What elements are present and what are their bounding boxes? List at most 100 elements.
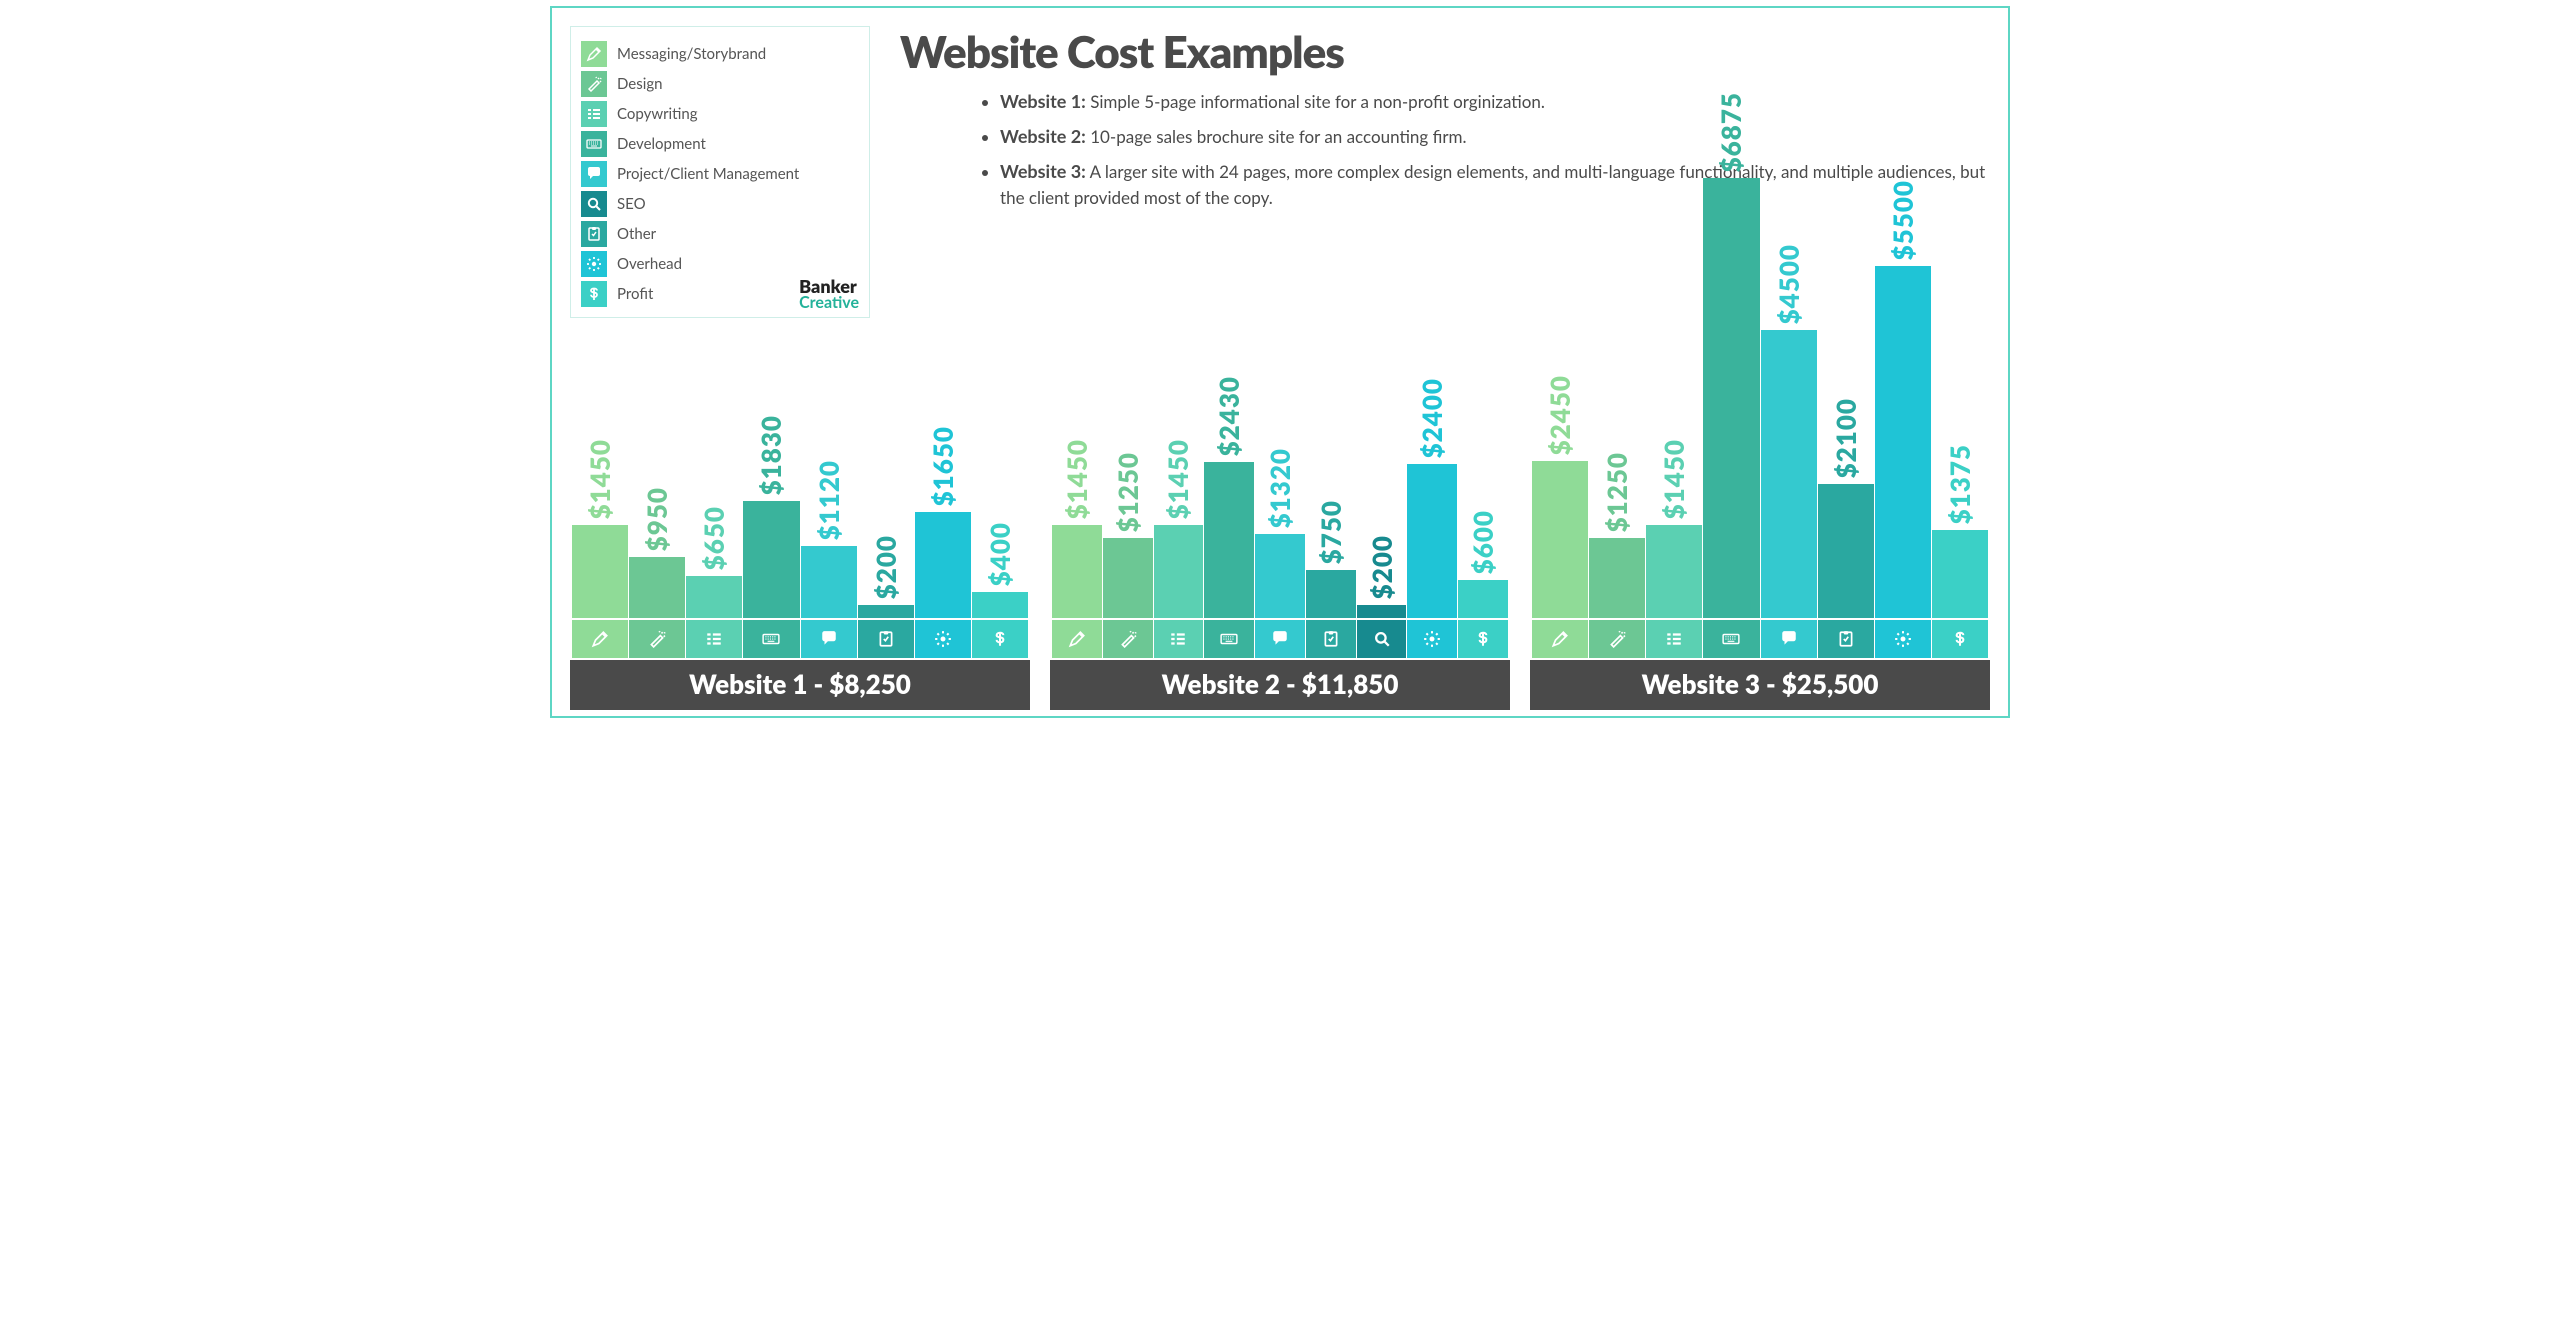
bar-value-label: $650	[698, 506, 730, 570]
bar-design: $1250	[1589, 452, 1645, 618]
dollar-icon	[972, 620, 1028, 658]
bar-dev: $1830	[743, 415, 799, 618]
bar-other: $200	[858, 535, 914, 618]
bar-rect	[1458, 580, 1508, 618]
bar-value-label: $1830	[755, 415, 787, 495]
bar-rect	[1532, 461, 1588, 618]
keyboard-icon	[1204, 620, 1254, 658]
bar-value-label: $4500	[1773, 244, 1805, 324]
site-footer-label: Website 2 - $11,850	[1050, 660, 1510, 710]
bar-messaging: $1450	[572, 439, 628, 618]
brand-logo: Banker Creative	[799, 277, 859, 311]
bar-rect	[1255, 534, 1305, 618]
bar-value-label: $950	[641, 487, 673, 551]
bar-value-label: $1450	[1658, 439, 1690, 519]
gear-icon	[915, 620, 971, 658]
icon-strip	[570, 618, 1030, 658]
clipboard-icon	[858, 620, 914, 658]
bar-copy: $1450	[1646, 439, 1702, 618]
bar-copy: $650	[686, 506, 742, 618]
bar-rect	[1154, 525, 1204, 618]
list-icon	[686, 620, 742, 658]
bar-value-label: $1450	[584, 439, 616, 519]
bar-overhead: $2400	[1407, 378, 1457, 618]
keyboard-icon	[1703, 620, 1759, 658]
bar-rect	[686, 576, 742, 618]
legend-item-seo: SEO	[581, 191, 857, 217]
legend-label: Messaging/Storybrand	[617, 45, 766, 63]
wand-icon	[629, 620, 685, 658]
legend-item-pm: Project/Client Management	[581, 161, 857, 187]
chat-icon	[581, 161, 607, 187]
bar-rect	[1357, 605, 1407, 618]
bar-rect	[1875, 266, 1931, 618]
wand-icon	[1103, 620, 1153, 658]
bar-rect	[1761, 330, 1817, 618]
pencil-icon	[1532, 620, 1588, 658]
list-icon	[1646, 620, 1702, 658]
bar-value-label: $2450	[1544, 375, 1576, 455]
bar-copy: $1450	[1154, 439, 1204, 618]
bar-seo: $200	[1357, 535, 1407, 618]
bar-rect	[743, 501, 799, 618]
keyboard-icon	[581, 131, 607, 157]
bar-overhead: $1650	[915, 426, 971, 618]
bar-value-label: $6875	[1715, 92, 1747, 172]
search-icon	[581, 191, 607, 217]
page-title: Website Cost Examples	[900, 26, 1990, 78]
icon-strip	[1530, 618, 1990, 658]
bar-rect	[858, 605, 914, 618]
chat-icon	[1761, 620, 1817, 658]
bar-dev: $6875	[1703, 92, 1759, 618]
bar-messaging: $1450	[1052, 439, 1102, 618]
bar-value-label: $1450	[1061, 439, 1093, 519]
bar-value-label: $400	[984, 522, 1016, 586]
keyboard-icon	[743, 620, 799, 658]
bar-pm: $4500	[1761, 244, 1817, 618]
bar-messaging: $2450	[1532, 375, 1588, 618]
pencil-icon	[1052, 620, 1102, 658]
chat-icon	[1255, 620, 1305, 658]
description-item: Website 1: Simple 5-page informational s…	[1000, 88, 1990, 115]
gear-icon	[1875, 620, 1931, 658]
site-chart: $1450$1250$1450$2430$1320$750$200$2400$6…	[1050, 138, 1510, 710]
bar-value-label: $1650	[927, 426, 959, 506]
bar-value-label: $5500	[1887, 180, 1919, 260]
bar-rect	[1932, 530, 1988, 618]
wand-icon	[581, 71, 607, 97]
legend-label: Copywriting	[617, 105, 698, 123]
bar-rect	[1646, 525, 1702, 618]
bar-rect	[1407, 464, 1457, 618]
pencil-icon	[581, 41, 607, 67]
bar-rect	[1703, 178, 1759, 618]
legend-label: Project/Client Management	[617, 165, 799, 183]
bar-rect	[1818, 484, 1874, 618]
legend-item-messaging: Messaging/Storybrand	[581, 41, 857, 67]
bar-profit: $400	[972, 522, 1028, 618]
infographic-frame: Messaging/Storybrand Design Copywriting Dev…	[550, 6, 2010, 718]
legend-item-design: Design	[581, 71, 857, 97]
legend-label: Other	[617, 225, 656, 243]
bar-value-label: $1250	[1112, 452, 1144, 532]
site-footer-label: Website 3 - $25,500	[1530, 660, 1990, 710]
bar-value-label: $2100	[1830, 398, 1862, 478]
bar-value-label: $750	[1315, 500, 1347, 564]
icon-strip	[1050, 618, 1510, 658]
list-icon	[1154, 620, 1204, 658]
dollar-icon	[1932, 620, 1988, 658]
gear-icon	[581, 251, 607, 277]
pencil-icon	[572, 620, 628, 658]
description-label: Website 1:	[1000, 90, 1086, 112]
bar-value-label: $1320	[1264, 448, 1296, 528]
bar-profit: $600	[1458, 510, 1508, 618]
clipboard-icon	[581, 221, 607, 247]
bar-value-label: $200	[1366, 535, 1398, 599]
legend-item-overhead: Overhead	[581, 251, 857, 277]
bar-overhead: $5500	[1875, 180, 1931, 618]
legend-label: Development	[617, 135, 706, 153]
bars-area: $2450$1250$1450$6875$4500$2100$5500$1375	[1530, 138, 1990, 618]
bar-value-label: $200	[870, 535, 902, 599]
legend-label: SEO	[617, 195, 646, 213]
bar-value-label: $1375	[1944, 444, 1976, 524]
bar-rect	[915, 512, 971, 618]
